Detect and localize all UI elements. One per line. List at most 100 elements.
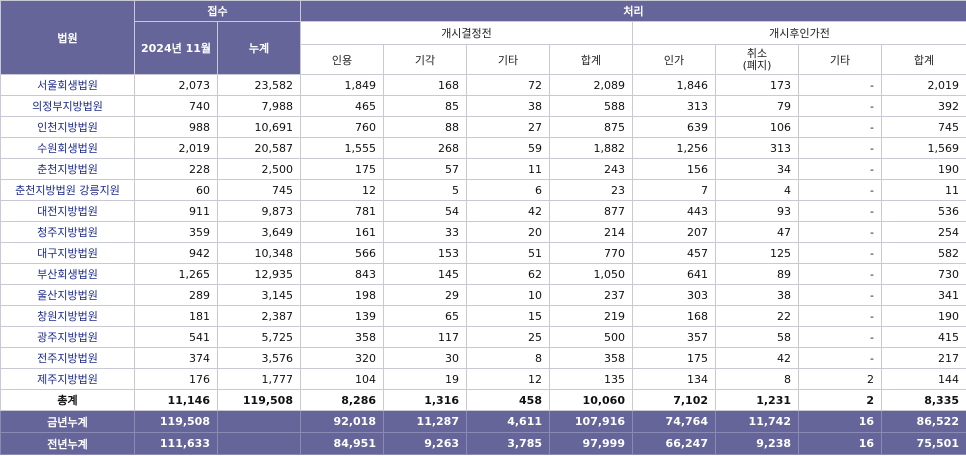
value-cell: - xyxy=(798,158,882,180)
value-cell: 1,849 xyxy=(300,74,384,96)
table-row: 춘천지방법원 강릉지원 60 745 12 5 6 23 7 4-11 xyxy=(0,179,966,201)
value-cell: 1,882 xyxy=(549,137,633,159)
value-cell: 7,988 xyxy=(217,95,301,117)
value-cell: 745 xyxy=(881,116,966,138)
value-cell: - xyxy=(798,179,882,201)
table-row: 서울회생법원 2,073 23,582 1,849 168 72 2,089 1,846 173… xyxy=(0,74,966,96)
value-cell: 458 xyxy=(466,389,550,411)
value-cell: 5,725 xyxy=(217,326,301,348)
value-cell: 57 xyxy=(383,158,467,180)
value-cell: 11 xyxy=(466,158,550,180)
value-cell: 34 xyxy=(715,158,799,180)
value-cell: - xyxy=(798,305,882,327)
value-cell: 74,764 xyxy=(632,410,716,433)
value-cell: 8 xyxy=(715,368,799,390)
court-name-cell: 청주지방법원 xyxy=(0,221,135,243)
value-cell: 198 xyxy=(300,284,384,306)
value-cell: 1,569 xyxy=(881,137,966,159)
value-cell: 60 xyxy=(134,179,218,201)
value-cell: 181 xyxy=(134,305,218,327)
court-name-cell: 제주지방법원 xyxy=(0,368,135,390)
value-cell: 457 xyxy=(632,242,716,264)
value-cell: 2,500 xyxy=(217,158,301,180)
value-cell: 8,335 xyxy=(881,389,966,411)
value-cell: 1,846 xyxy=(632,74,716,96)
received-header: 접수 xyxy=(134,0,301,22)
court-name-cell: 대전지방법원 xyxy=(0,200,135,222)
value-cell: 1,050 xyxy=(549,263,633,285)
court-name-cell: 춘천지방법원 강릉지원 xyxy=(0,179,135,201)
value-cell: 88 xyxy=(383,116,467,138)
value-cell: 2,089 xyxy=(549,74,633,96)
value-cell: 207 xyxy=(632,221,716,243)
table-row: 수원회생법원 2,019 20,587 1,555 268 59 1,882 1,256 313… xyxy=(0,137,966,159)
value-cell: - xyxy=(798,221,882,243)
value-cell: 358 xyxy=(300,326,384,348)
before-cols-header-1: 기각 xyxy=(383,44,467,75)
value-cell: - xyxy=(798,116,882,138)
after-cols-header-3: 합계 xyxy=(881,44,966,75)
value-cell: 942 xyxy=(134,242,218,264)
value-cell: 66,247 xyxy=(632,432,716,455)
court-name-cell: 창원지방법원 xyxy=(0,305,135,327)
value-cell: 10,691 xyxy=(217,116,301,138)
value-cell: 8,286 xyxy=(300,389,384,411)
value-cell: 12,935 xyxy=(217,263,301,285)
after-cols-header-2: 기타 xyxy=(798,44,882,75)
value-cell: 2,073 xyxy=(134,74,218,96)
table-row: 제주지방법원 176 1,777 104 19 12 135 134 8 2 144 xyxy=(0,368,966,390)
table-row: 대전지방법원 911 9,873 781 54 42 877 443 93-536 xyxy=(0,200,966,222)
value-cell: - xyxy=(798,137,882,159)
value-cell: 38 xyxy=(466,95,550,117)
value-cell: 3,785 xyxy=(466,432,550,455)
value-cell: 639 xyxy=(632,116,716,138)
value-cell: 781 xyxy=(300,200,384,222)
table-row: 광주지방법원 541 5,725 358 117 25 500 357 58-415 xyxy=(0,326,966,348)
value-cell: 214 xyxy=(549,221,633,243)
value-cell: 8 xyxy=(466,347,550,369)
value-cell: 536 xyxy=(881,200,966,222)
value-cell: 38 xyxy=(715,284,799,306)
value-cell: 582 xyxy=(881,242,966,264)
value-cell: 588 xyxy=(549,95,633,117)
value-cell: 745 xyxy=(217,179,301,201)
value-cell: 16 xyxy=(798,432,882,455)
table-row: 울산지방법원 289 3,145 198 29 10 237 303 38-341 xyxy=(0,284,966,306)
value-cell xyxy=(217,410,301,433)
value-cell: 59 xyxy=(466,137,550,159)
value-cell: 23,582 xyxy=(217,74,301,96)
court-name-cell: 광주지방법원 xyxy=(0,326,135,348)
value-cell: 89 xyxy=(715,263,799,285)
total-row: 총계 11,146 119,508 8,286 1,316 458 10,060 7,102 1… xyxy=(0,389,966,411)
value-cell: 79 xyxy=(715,95,799,117)
value-cell: 4 xyxy=(715,179,799,201)
value-cell: 392 xyxy=(881,95,966,117)
after-decision-header: 개시후인가전 xyxy=(632,21,966,45)
value-cell: 877 xyxy=(549,200,633,222)
value-cell: 156 xyxy=(632,158,716,180)
value-cell: 42 xyxy=(466,200,550,222)
value-cell: 190 xyxy=(881,158,966,180)
value-cell: 313 xyxy=(715,137,799,159)
value-cell: 374 xyxy=(134,347,218,369)
month-header: 2024년 11월 xyxy=(134,21,218,75)
value-cell: 47 xyxy=(715,221,799,243)
table-row: 부산회생법원 1,265 12,935 843 145 62 1,050 641 89-730 xyxy=(0,263,966,285)
value-cell: 358 xyxy=(549,347,633,369)
cumulative-header: 누계 xyxy=(217,21,301,75)
value-cell: 1,316 xyxy=(383,389,467,411)
value-cell: 58 xyxy=(715,326,799,348)
value-cell: 145 xyxy=(383,263,467,285)
value-cell: 10,348 xyxy=(217,242,301,264)
before-cols-header-2: 기타 xyxy=(466,44,550,75)
before-cols-header-3: 합계 xyxy=(549,44,633,75)
value-cell: 168 xyxy=(383,74,467,96)
court-name-cell: 의정부지방법원 xyxy=(0,95,135,117)
table-row: 대구지방법원 942 10,348 566 153 51 770 457 125-582 xyxy=(0,242,966,264)
value-cell: 86,522 xyxy=(881,410,966,433)
table-row: 창원지방법원 181 2,387 139 65 15 219 168 22-190 xyxy=(0,305,966,327)
value-cell: 1,777 xyxy=(217,368,301,390)
value-cell: 2 xyxy=(798,389,882,411)
value-cell: 119,508 xyxy=(134,410,218,433)
value-cell: 168 xyxy=(632,305,716,327)
